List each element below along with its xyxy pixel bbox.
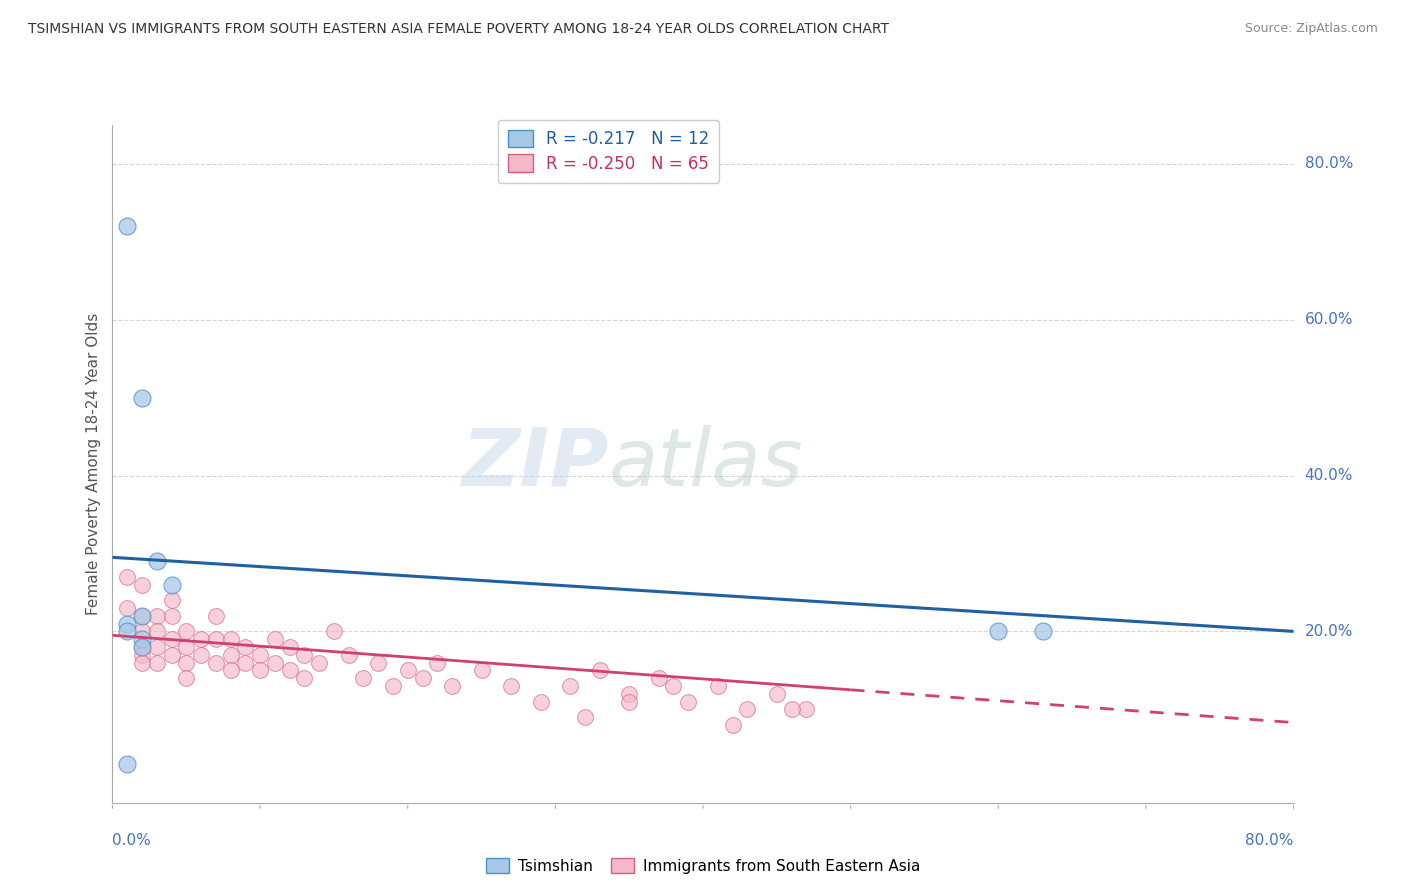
Point [190,648,212,662]
Point [117,601,138,615]
Point [174,656,197,670]
Y-axis label: Female Poverty Among 18-24 Year Olds: Female Poverty Among 18-24 Year Olds [86,313,101,615]
Point [131,640,153,654]
Point [233,656,256,670]
Text: TSIMSHIAN VS IMMIGRANTS FROM SOUTH EASTERN ASIA FEMALE POVERTY AMONG 18-24 YEAR : TSIMSHIAN VS IMMIGRANTS FROM SOUTH EASTE… [28,22,889,37]
Point [205,608,228,623]
Point [987,624,1010,639]
Legend: R = -0.217   N = 12, R = -0.250   N = 65: R = -0.217 N = 12, R = -0.250 N = 65 [498,120,720,183]
Point [647,671,671,685]
Point [219,648,242,662]
Point [588,663,610,677]
Point [737,702,759,716]
Point [131,624,153,639]
Text: Source: ZipAtlas.com: Source: ZipAtlas.com [1244,22,1378,36]
Point [308,656,330,670]
Point [131,640,153,654]
Point [337,648,360,662]
Text: 0.0%: 0.0% [112,833,152,848]
Point [382,679,405,693]
Point [146,554,169,568]
Point [249,648,271,662]
Point [219,663,242,677]
Point [323,624,346,639]
Point [441,679,464,693]
Point [367,656,389,670]
Point [174,640,197,654]
Text: 60.0%: 60.0% [1305,312,1353,327]
Point [117,756,138,771]
Point [131,608,153,623]
Point [190,632,212,647]
Point [426,656,449,670]
Point [1032,624,1054,639]
Point [174,624,197,639]
Text: 80.0%: 80.0% [1246,833,1294,848]
Point [619,694,641,708]
Point [766,687,789,701]
Point [796,702,818,716]
Point [529,694,551,708]
Point [117,624,138,639]
Point [131,577,153,591]
Point [352,671,374,685]
Point [219,632,242,647]
Point [249,663,271,677]
Text: 20.0%: 20.0% [1305,624,1353,639]
Text: 80.0%: 80.0% [1305,156,1353,171]
Point [131,648,153,662]
Point [117,219,138,234]
Point [146,656,169,670]
Point [278,663,301,677]
Point [205,632,228,647]
Point [160,577,183,591]
Point [264,632,287,647]
Point [706,679,728,693]
Point [131,632,153,647]
Point [678,694,700,708]
Point [292,648,315,662]
Point [174,671,197,685]
Point [501,679,523,693]
Point [470,663,494,677]
Point [160,632,183,647]
Point [233,640,256,654]
Point [558,679,582,693]
Point [411,671,433,685]
Point [160,593,183,607]
Text: ZIP: ZIP [461,425,609,503]
Point [160,648,183,662]
Point [146,640,169,654]
Point [619,687,641,701]
Point [160,608,183,623]
Point [396,663,419,677]
Point [146,624,169,639]
Point [662,679,685,693]
Point [292,671,315,685]
Point [131,391,153,405]
Point [780,702,803,716]
Point [721,718,744,732]
Point [205,656,228,670]
Legend: Tsimshian, Immigrants from South Eastern Asia: Tsimshian, Immigrants from South Eastern… [479,852,927,880]
Text: 40.0%: 40.0% [1305,468,1353,483]
Point [117,616,138,631]
Point [117,570,138,584]
Text: atlas: atlas [609,425,803,503]
Point [131,608,153,623]
Point [574,710,596,724]
Point [146,608,169,623]
Point [131,656,153,670]
Point [264,656,287,670]
Point [278,640,301,654]
